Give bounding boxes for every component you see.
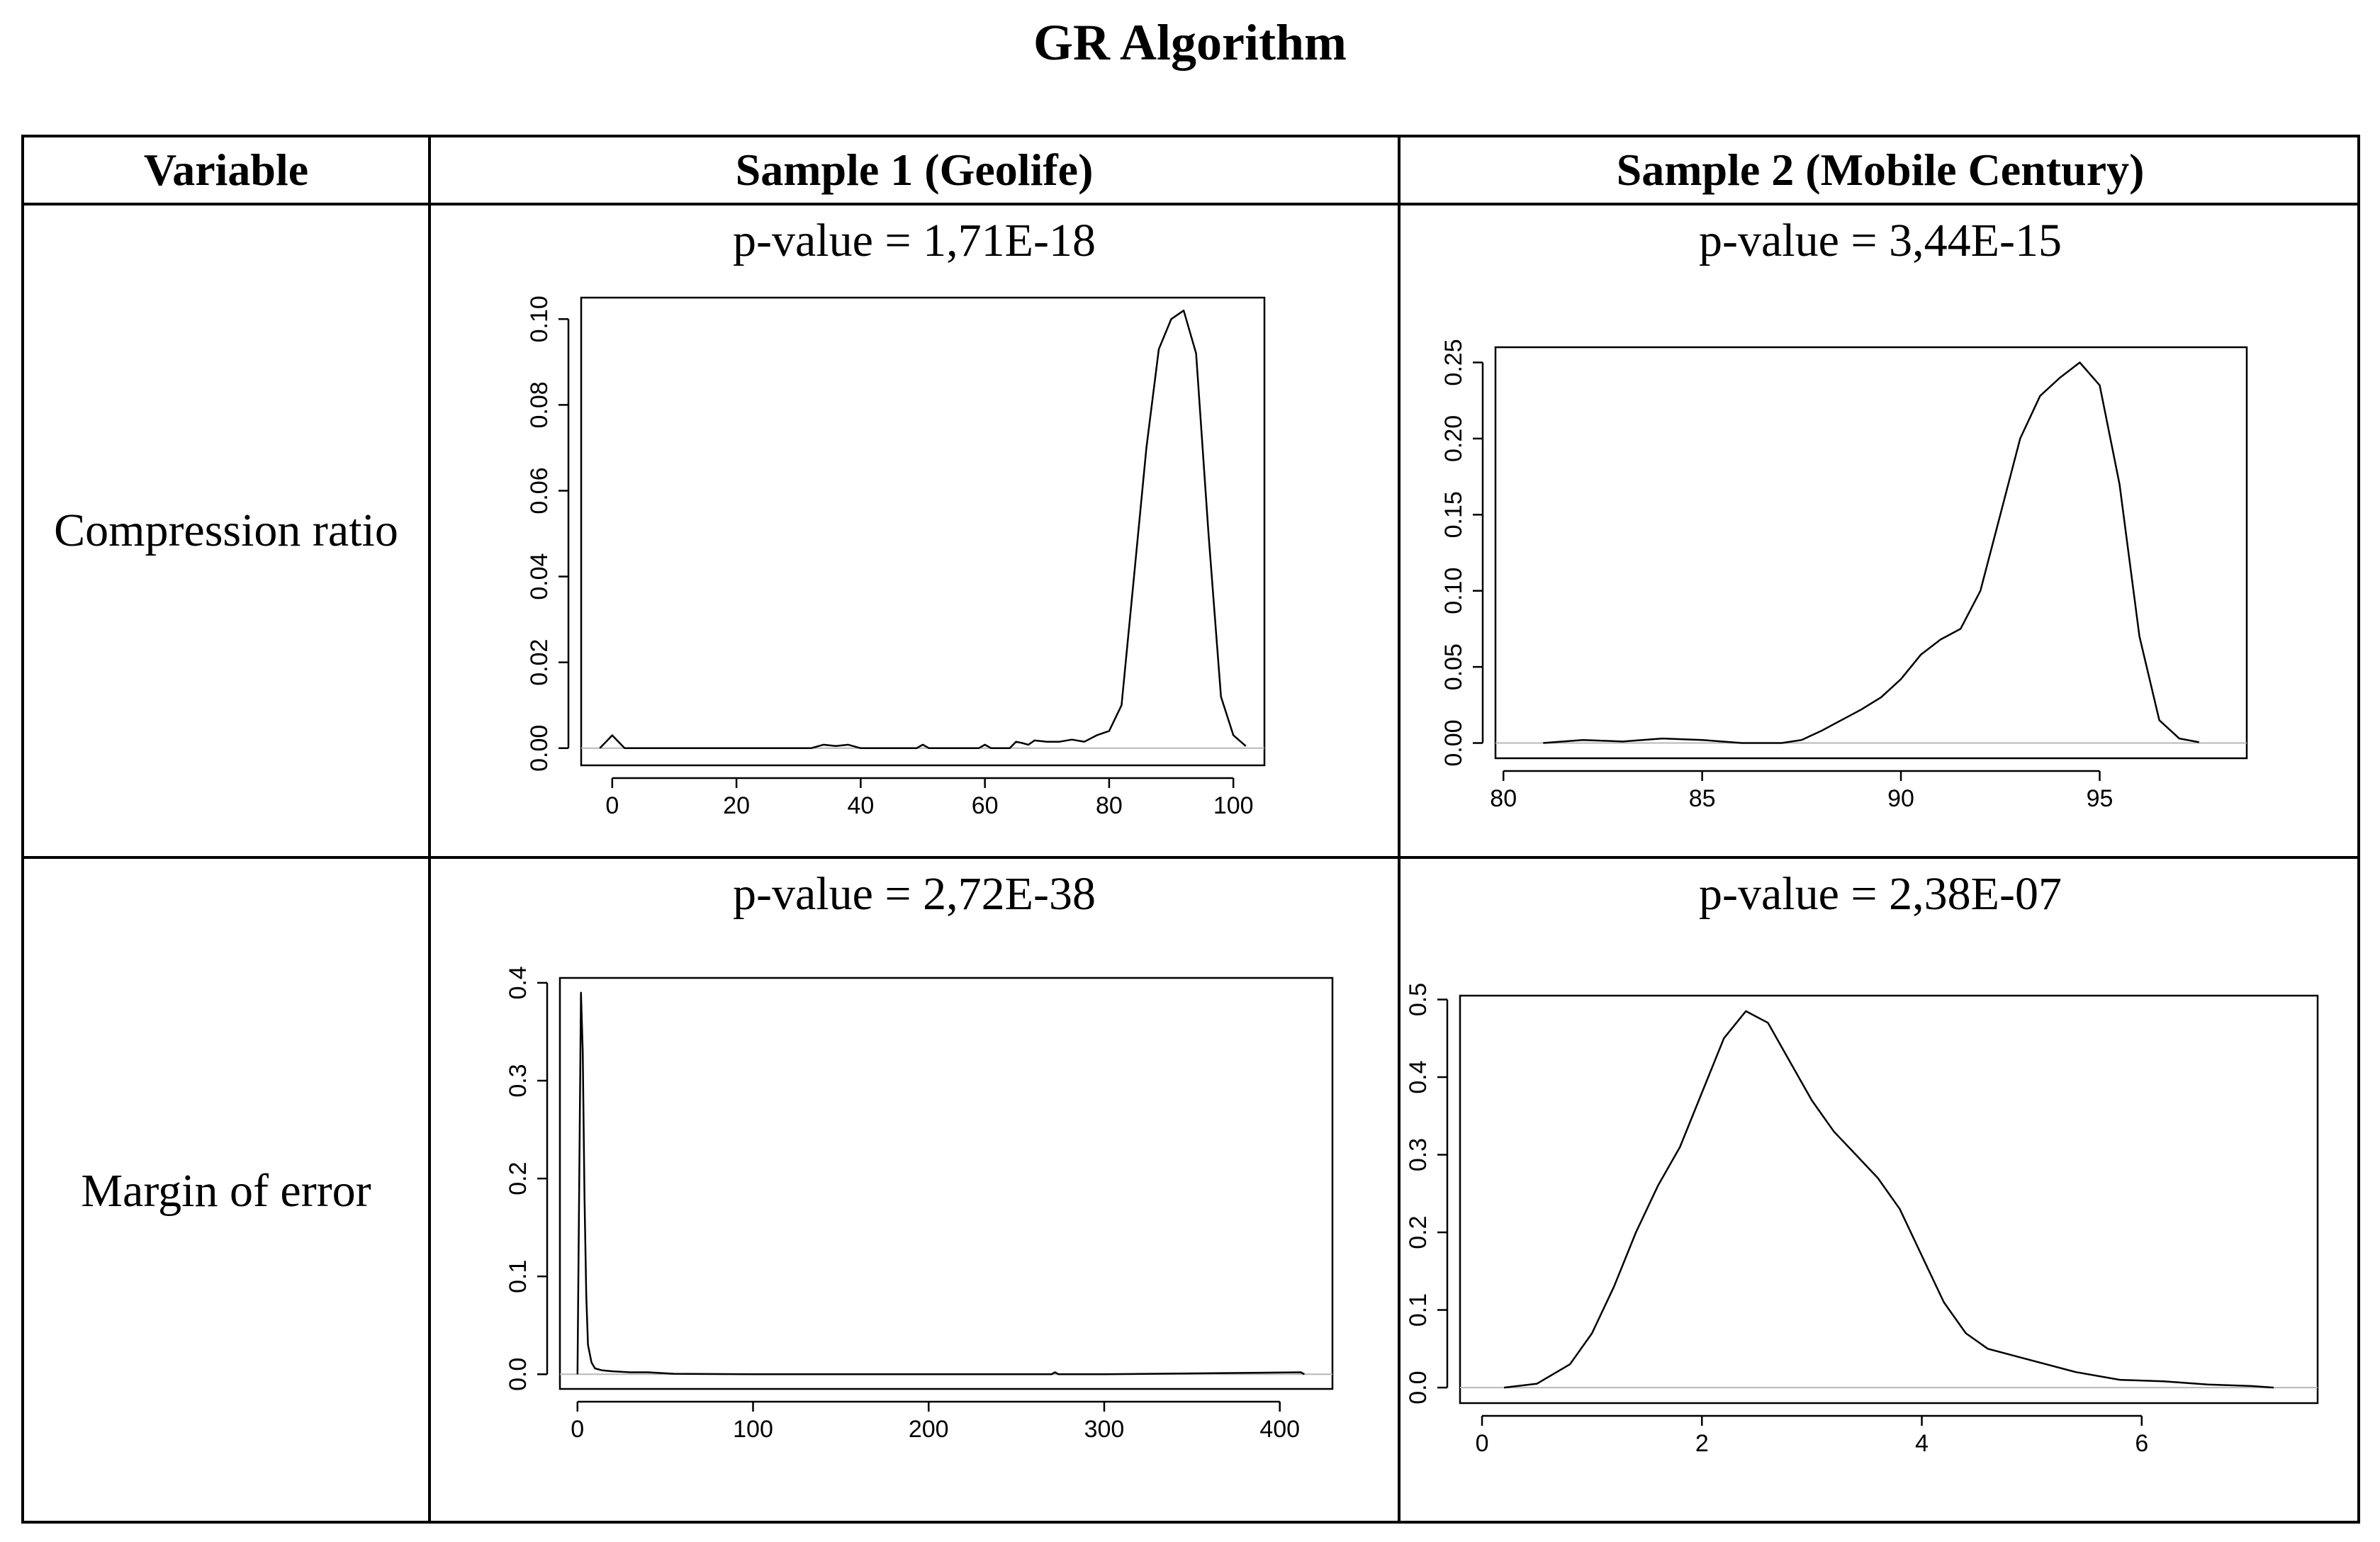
- row-label-margin-of-error: Margin of error: [81, 1165, 371, 1217]
- y-tick-label: 0.00: [1440, 719, 1467, 766]
- x-tick-label: 0: [1476, 1430, 1489, 1457]
- y-tick-label: 0.15: [1440, 491, 1467, 538]
- density-curve: [576, 991, 1306, 1375]
- plot-frame: [1494, 346, 2248, 760]
- y-tick-label: 0.2: [1405, 1215, 1432, 1249]
- x-tick-label: 80: [1490, 785, 1517, 812]
- column-divider: [428, 137, 431, 1521]
- chart-compression-mobile: 80 85 90 95 0.00 0.05 0.10 0.15 0.20 0.25: [1440, 339, 2248, 812]
- x-tick-label: 100: [1213, 792, 1254, 819]
- x-tick-label: 400: [1259, 1416, 1300, 1443]
- results-table: Variable Sample 1 (Geolife) Sample 2 (Mo…: [21, 135, 2360, 1524]
- x-tick-label: 60: [972, 792, 999, 819]
- y-tick-label: 0.00: [526, 725, 553, 772]
- y-tick-label: 0.25: [1440, 339, 1467, 386]
- x-tick-label: 90: [1887, 785, 1914, 812]
- row-divider: [24, 203, 2357, 206]
- density-curve: [1503, 1010, 2274, 1389]
- y-tick-label: 0.10: [1440, 568, 1467, 614]
- density-curve: [599, 309, 1247, 750]
- y-tick-label: 0.10: [526, 296, 553, 342]
- y-tick-label: 0.3: [1405, 1138, 1432, 1171]
- header-sample-1: Sample 1 (Geolife): [735, 145, 1094, 195]
- x-tick-label: 40: [847, 792, 874, 819]
- y-tick-label: 0.02: [526, 639, 553, 686]
- y-tick-label: 0.0: [505, 1358, 532, 1391]
- x-tick-label: 4: [1915, 1430, 1929, 1457]
- y-tick-label: 0.1: [1405, 1293, 1432, 1327]
- x-tick-label: 200: [909, 1416, 949, 1443]
- pvalue-error-mobile: p-value = 2,38E-07: [1699, 868, 2062, 920]
- x-tick-label: 300: [1084, 1416, 1125, 1443]
- chart-error-mobile: 0 2 4 6 0.0 0.1 0.2 0.3 0.4 0.5: [1405, 983, 2319, 1457]
- row-label-compression-ratio: Compression ratio: [54, 505, 398, 556]
- y-tick-label: 0.4: [1405, 1060, 1432, 1093]
- x-tick-label: 100: [733, 1416, 773, 1443]
- x-tick-label: 6: [2135, 1430, 2148, 1457]
- page-title: GR Algorithm: [1033, 14, 1347, 71]
- x-tick-label: 0: [571, 1416, 584, 1443]
- pvalue-compression-geolife: p-value = 1,71E-18: [733, 215, 1096, 266]
- y-tick-label: 0.06: [526, 467, 553, 514]
- y-tick-label: 0.08: [526, 381, 553, 428]
- pvalue-compression-mobile: p-value = 3,44E-15: [1699, 215, 2062, 266]
- row-divider: [24, 856, 2357, 859]
- y-tick-label: 0.4: [505, 966, 532, 999]
- pvalue-error-geolife: p-value = 2,72E-38: [733, 868, 1096, 920]
- header-sample-2: Sample 2 (Mobile Century): [1616, 145, 2145, 195]
- header-variable: Variable: [143, 145, 309, 195]
- y-tick-label: 0.2: [505, 1161, 532, 1195]
- y-tick-label: 0.20: [1440, 415, 1467, 462]
- density-curve: [1543, 361, 2199, 744]
- y-tick-label: 0.5: [1405, 983, 1432, 1016]
- y-tick-label: 0.05: [1440, 643, 1467, 690]
- y-tick-label: 0.1: [505, 1260, 532, 1293]
- x-tick-label: 0: [605, 792, 619, 819]
- x-tick-label: 95: [2087, 785, 2114, 812]
- y-tick-label: 0.0: [1405, 1371, 1432, 1404]
- chart-error-geolife: 0 100 200 300 400 0.0 0.1 0.2 0.3 0.4: [505, 966, 1334, 1443]
- column-divider: [1398, 137, 1401, 1521]
- plot-frame: [580, 296, 1266, 767]
- x-tick-label: 80: [1096, 792, 1123, 819]
- x-tick-label: 20: [723, 792, 750, 819]
- plot-frame: [1459, 994, 2319, 1405]
- plot-frame: [558, 977, 1334, 1390]
- y-tick-label: 0.04: [526, 553, 553, 600]
- y-tick-label: 0.3: [505, 1064, 532, 1097]
- x-tick-label: 2: [1695, 1430, 1709, 1457]
- chart-compression-geolife: 0 20 40 60 80 100 0.00 0.02 0.04 0.06 0.08 0.10: [526, 296, 1266, 819]
- x-tick-label: 85: [1689, 785, 1716, 812]
